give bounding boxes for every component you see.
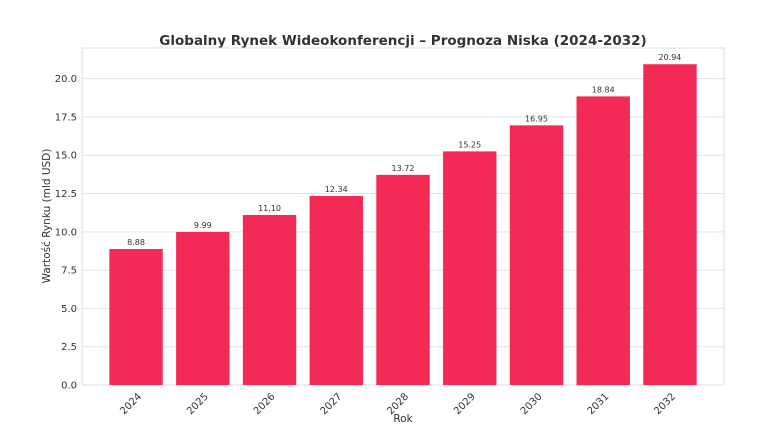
x-tick-label: 2025	[185, 391, 211, 417]
x-axis-label: Rok	[393, 413, 413, 425]
bar-2024	[109, 248, 163, 385]
data-label: 16.95	[525, 114, 548, 123]
data-label: 11.10	[258, 204, 281, 213]
y-axis-label: Wartość Rynku (mld USD)	[41, 149, 53, 284]
y-tick-label: 2.5	[61, 342, 77, 353]
y-tick-label: 17.5	[55, 112, 77, 123]
bar-2031	[576, 96, 630, 385]
x-tick-label: 2026	[252, 391, 278, 417]
y-tick-label: 0.0	[61, 381, 77, 392]
data-label: 12.34	[325, 185, 348, 194]
bar-2025	[176, 231, 230, 385]
x-tick-label: 2030	[519, 391, 545, 417]
bar-2027	[309, 195, 363, 385]
x-tick-label: 2024	[118, 391, 144, 417]
data-label: 15.25	[458, 140, 481, 149]
bar-2030	[509, 125, 564, 386]
y-tick-label: 10.0	[55, 227, 77, 238]
data-label: 18.84	[592, 85, 615, 94]
y-tick-label: 20.0	[55, 74, 77, 85]
y-tick-label: 7.5	[61, 266, 77, 277]
y-tick-label: 12.5	[55, 189, 77, 200]
x-tick-label: 2032	[652, 391, 678, 417]
data-label: 8.88	[127, 238, 145, 247]
bar-2028	[376, 174, 430, 385]
data-label: 9.99	[194, 221, 212, 230]
y-tick-label: 15.0	[55, 151, 77, 162]
data-label: 20.94	[658, 53, 681, 62]
data-label: 13.72	[392, 164, 415, 173]
bar-2032	[643, 64, 697, 385]
bar-2029	[443, 151, 497, 385]
chart-title: Globalny Rynek Wideokonferencji – Progno…	[159, 33, 646, 49]
x-tick-label: 2031	[586, 391, 612, 417]
x-tick-label: 2027	[319, 391, 345, 417]
x-tick-label: 2029	[452, 391, 478, 417]
y-tick-label: 5.0	[61, 304, 77, 315]
bar-2026	[242, 214, 297, 385]
